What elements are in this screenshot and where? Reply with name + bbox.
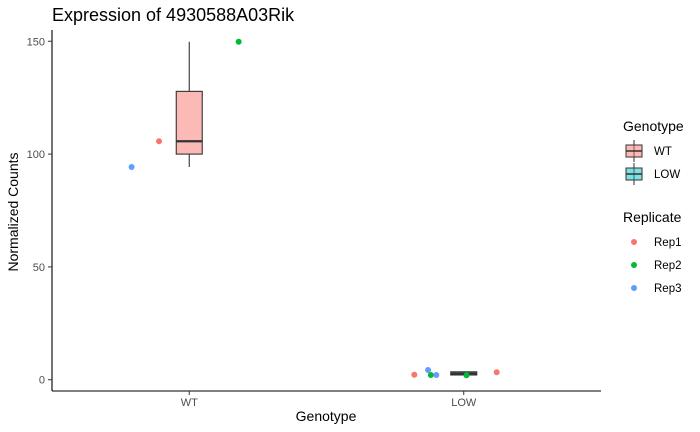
legend-item-rep2: Rep2 [631, 260, 682, 272]
x-tick-label: WT [181, 397, 198, 409]
legend-label: LOW [654, 169, 680, 181]
point-low-rep1 [411, 371, 418, 378]
point-low-rep3 [425, 367, 432, 374]
legend-key-point [631, 262, 637, 268]
y-tick-label: 0 [39, 375, 45, 387]
y-tick-label: 50 [33, 262, 45, 274]
point-low-rep2 [463, 372, 470, 379]
y-tick-label: 150 [27, 36, 45, 48]
legend-key-point [631, 285, 637, 291]
point-low-rep2 [427, 371, 434, 378]
y-axis-title: Normalized Counts [5, 152, 21, 271]
legend-label: Rep1 [654, 237, 682, 249]
box-wt [175, 41, 203, 167]
point-wt-rep2 [235, 38, 242, 45]
legend-key-point [631, 239, 637, 245]
plot-area: 0 50 100 150 WT LOW [27, 30, 601, 409]
legend-label: WT [654, 146, 672, 158]
legend-title-genotype: Genotype [623, 118, 684, 134]
legend-item-wt: WT [625, 140, 672, 162]
point-low-rep1 [493, 369, 500, 376]
legend-item-rep1: Rep1 [631, 237, 682, 249]
x-tick-label: LOW [451, 397, 477, 409]
point-wt-rep1 [156, 138, 163, 145]
point-wt-rep3 [128, 163, 135, 170]
chart-title: Expression of 4930588A03Rik [52, 5, 295, 25]
legend-title-replicate: Replicate [623, 209, 682, 225]
legend-label: Rep3 [654, 283, 682, 295]
legend: Genotype WT LOW Replicate Rep1 Rep2 Rep3 [623, 118, 684, 295]
legend-label: Rep2 [654, 260, 682, 272]
legend-item-rep3: Rep3 [631, 283, 682, 295]
box-rect [175, 90, 203, 155]
y-tick-label: 100 [27, 149, 45, 161]
legend-item-low: LOW [625, 163, 680, 185]
point-low-rep3 [433, 371, 440, 378]
x-axis-title: Genotype [296, 408, 357, 424]
